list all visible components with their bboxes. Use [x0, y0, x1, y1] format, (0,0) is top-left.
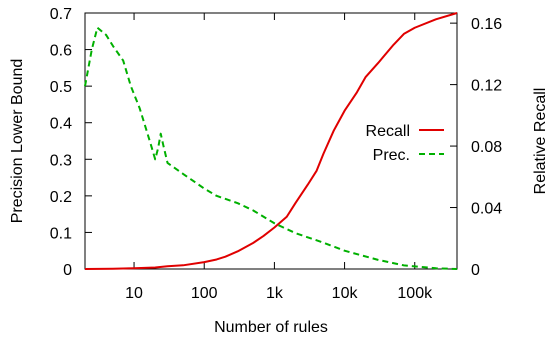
y-left-tick-label: 0.7	[50, 6, 72, 23]
axis-ticks	[85, 12, 457, 270]
series-lines	[84, 12, 458, 270]
x-axis-label: Number of rules	[214, 319, 328, 336]
y-right-tick-label: 0.04	[471, 201, 502, 218]
y-right-tick-label: 0	[471, 262, 480, 279]
y-left-tick-label: 0.6	[50, 43, 72, 60]
y-left-tick-label: 0.5	[50, 79, 72, 96]
x-tick-label: 100k	[397, 285, 433, 302]
legend-label-recall: Recall	[366, 123, 410, 140]
x-tick-label: 1k	[266, 285, 284, 302]
legend-label-prec: Prec.	[373, 147, 410, 164]
x-tick-label: 10k	[332, 285, 359, 302]
y-left-tick-label: 0	[63, 262, 72, 279]
y-left-tick-label: 0.1	[50, 225, 72, 242]
y-left-tick-label: 0.4	[50, 116, 72, 133]
series-line-recall	[84, 12, 458, 270]
y-axis-right-label: Relative Recall	[532, 88, 549, 195]
axis-tick-labels: 10 100 1k 10k 100k 0 0.1 0.2 0.3 0.4 0.5 0.6 0.7 0 0.0…	[50, 6, 502, 302]
y-right-tick-label: 0.12	[471, 78, 502, 95]
y-left-tick-label: 0.2	[50, 189, 72, 206]
legend: Recall Prec.	[366, 123, 444, 164]
x-tick-label: 10	[125, 285, 143, 302]
plot-frame	[84, 12, 458, 270]
y-right-tick-label: 0.08	[471, 139, 502, 156]
y-right-tick-label: 0.16	[471, 16, 502, 33]
y-left-tick-label: 0.3	[50, 152, 72, 169]
series-line-precision	[84, 26, 458, 270]
y-axis-left-label: Precision Lower Bound	[9, 59, 26, 224]
x-tick-label: 100	[191, 285, 218, 302]
